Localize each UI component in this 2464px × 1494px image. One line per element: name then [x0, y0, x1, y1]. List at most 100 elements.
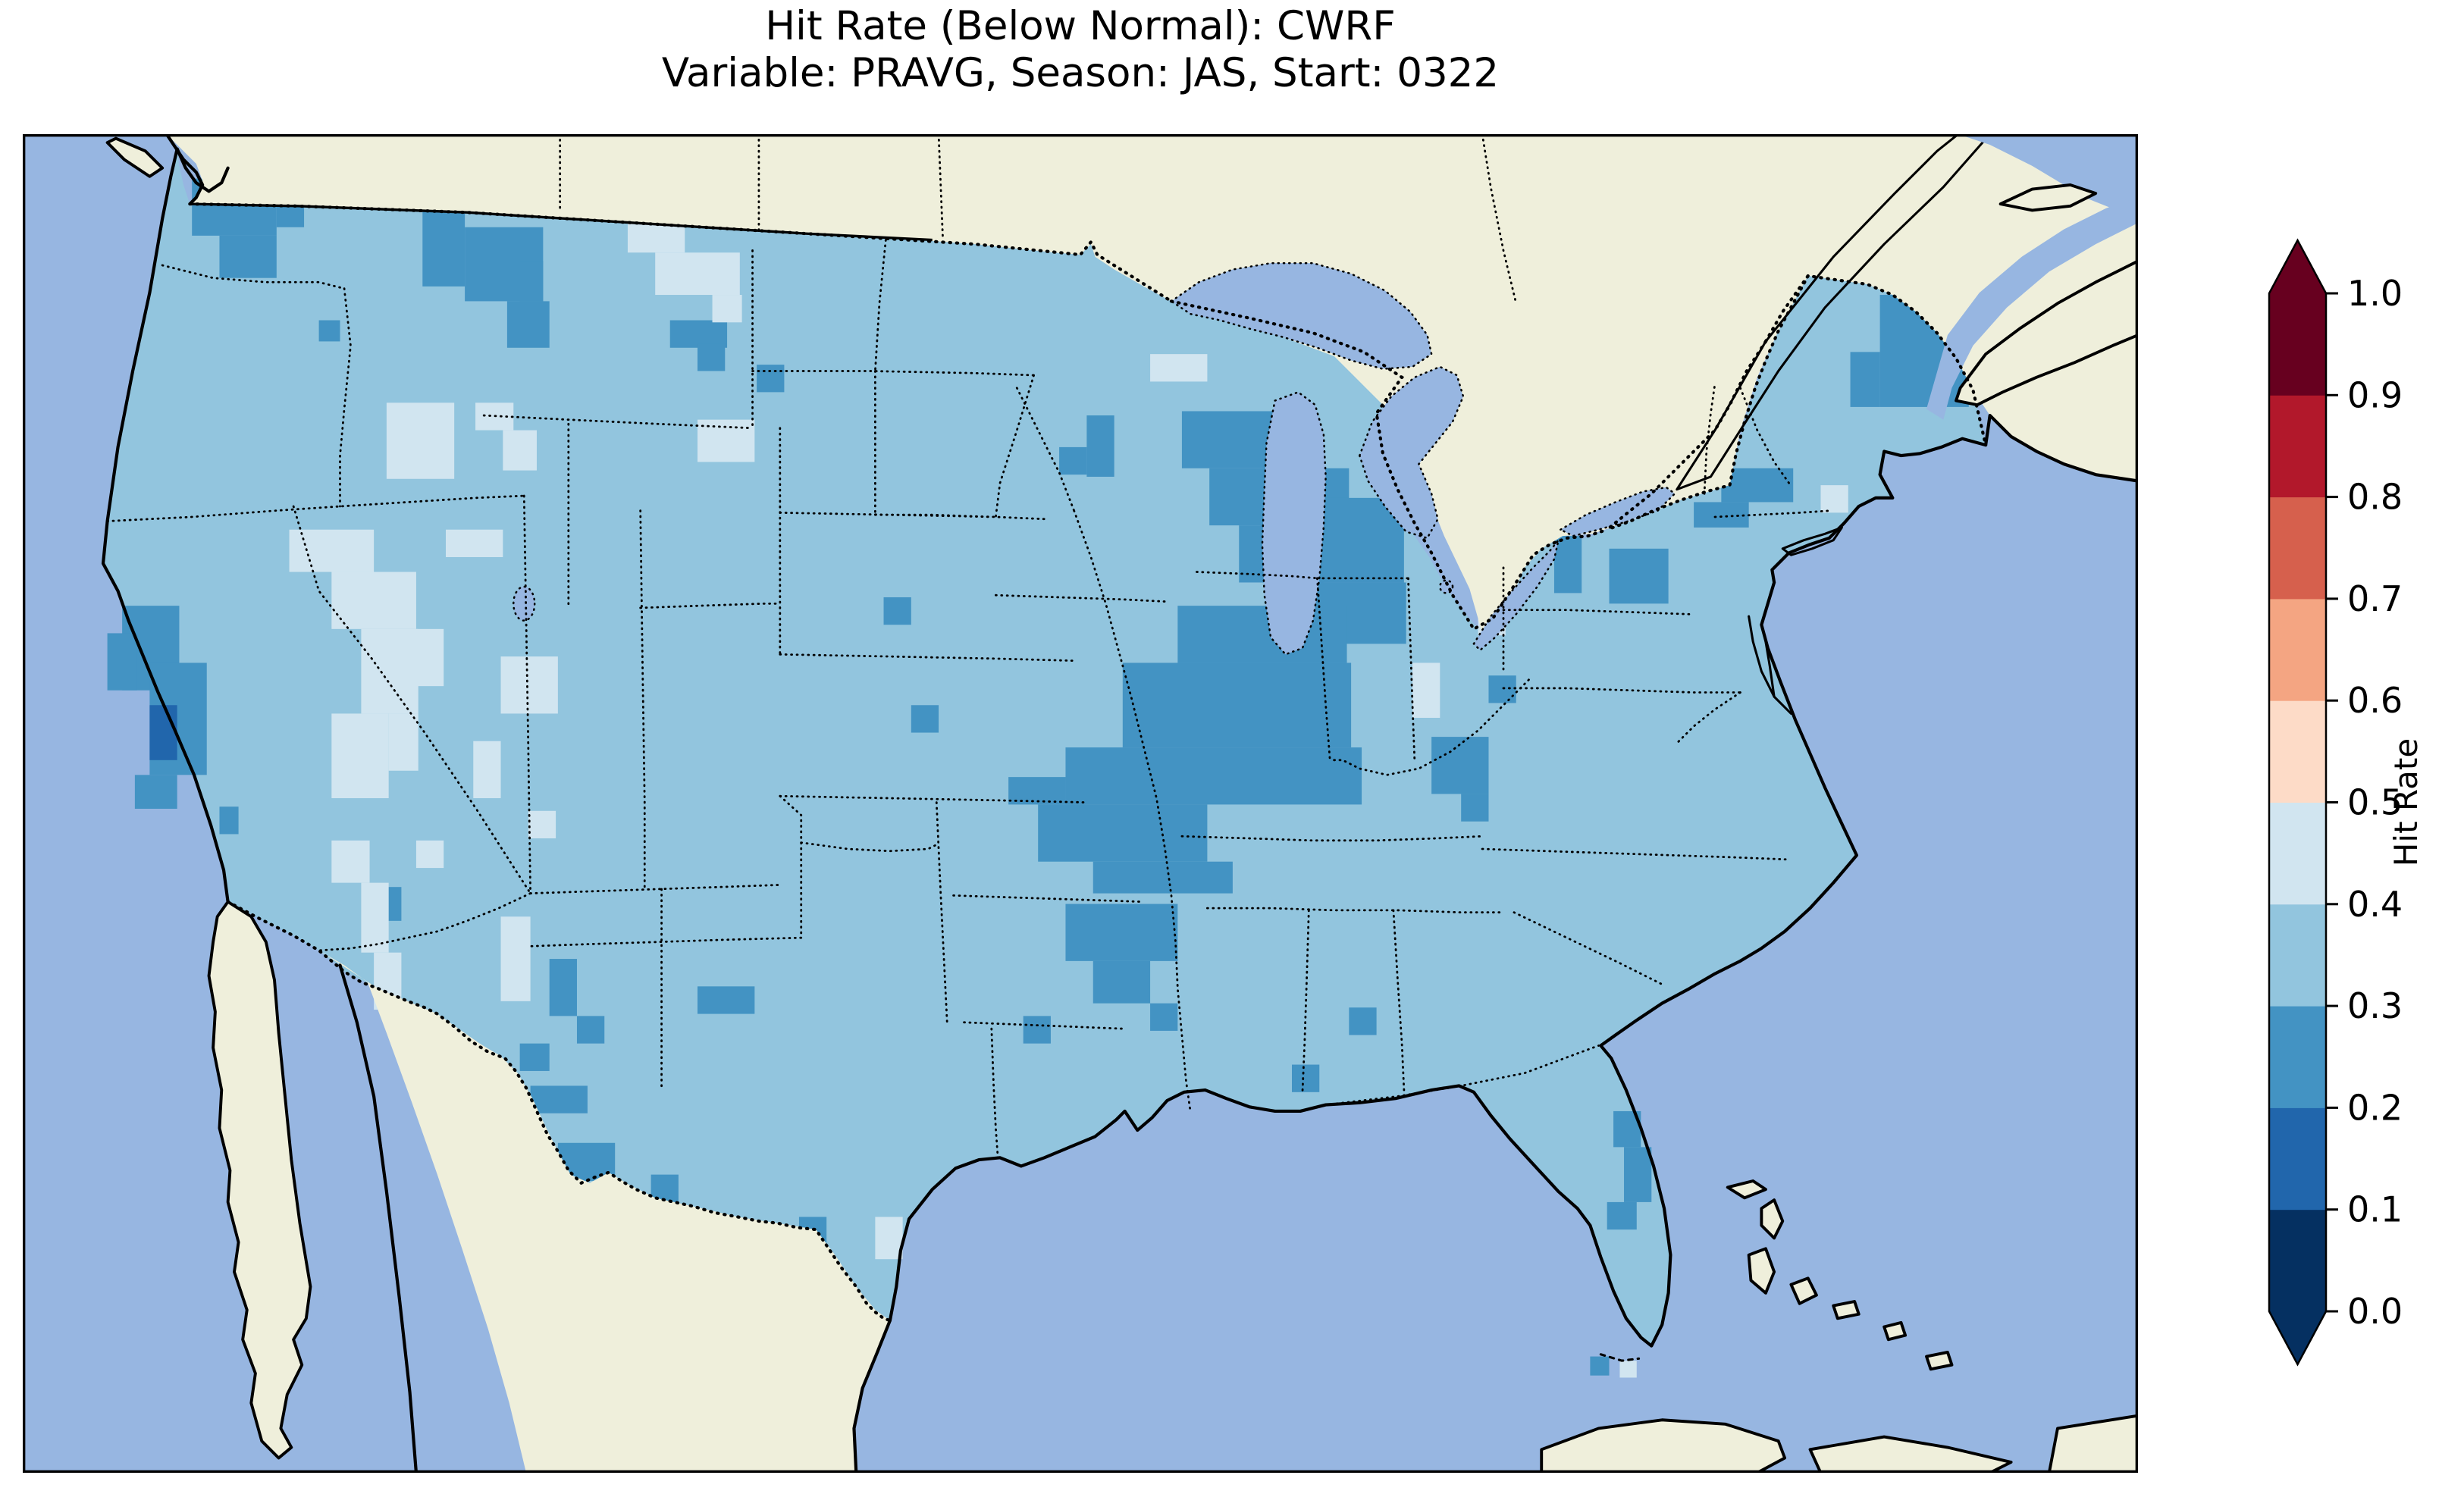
hit-rate-cell — [698, 343, 726, 371]
colorbar-tick-label: 0.7 — [2347, 578, 2403, 619]
hit-rate-cell — [331, 713, 389, 799]
hit-rate-cell — [576, 1016, 605, 1044]
chart-title: Hit Rate (Below Normal): CWRF Variable: … — [23, 3, 2138, 97]
prince-edward-island — [1998, 183, 2098, 212]
us-canada-border-lakes — [1169, 299, 1609, 631]
us-canada-border — [188, 202, 1174, 303]
title-line-1: Hit Rate (Below Normal): CWRF — [765, 3, 1396, 49]
hit-rate-cell — [1590, 1356, 1610, 1376]
hit-rate-cell — [503, 430, 537, 471]
hit-rate-cell — [1850, 352, 1880, 407]
chesapeake-bay-arm — [1764, 641, 1776, 698]
colorbar-segment — [2269, 1006, 2326, 1108]
mexico-gulf-coast — [852, 1319, 892, 1473]
hit-rate-cell — [388, 713, 419, 771]
hit-rate-cell — [1038, 804, 1208, 862]
hit-rate-cell — [1122, 662, 1352, 748]
hit-rate-cell — [519, 261, 544, 302]
hit-rate-cell — [1065, 747, 1362, 805]
colorbar-segment — [2269, 598, 2326, 701]
chesapeake-bay — [1748, 615, 1792, 715]
hit-rate-cell — [1349, 1007, 1377, 1035]
hit-rate-cell — [361, 628, 419, 714]
hit-rate-cell — [911, 705, 939, 733]
lake-michigan — [1261, 390, 1327, 656]
great-salt-lake — [513, 585, 536, 622]
hit-rate-cell — [107, 633, 137, 691]
hit-rate-cell — [149, 705, 177, 760]
hit-rate-cell — [1092, 960, 1151, 1004]
us-hit-rate-map — [23, 134, 2138, 1473]
mexico-landmass — [318, 950, 890, 1473]
hit-rate-cell — [698, 986, 755, 1014]
hit-rate-cell — [883, 597, 911, 625]
hit-rate-cell — [1292, 1064, 1320, 1092]
bahama-cay-2 — [1882, 1320, 1908, 1342]
caribbean-islands — [1540, 1179, 2138, 1473]
state-borders — [106, 134, 1832, 1159]
hit-rate-cell — [500, 656, 558, 714]
long-island — [1781, 526, 1843, 556]
map-frame — [23, 134, 2138, 1473]
colorbar-segment — [2269, 293, 2326, 396]
lake-huron — [1358, 365, 1465, 540]
colorbar-tick-label: 0.0 — [2347, 1291, 2403, 1332]
gulf-atlantic-coast — [888, 437, 1988, 1348]
colorbar-tick-label: 0.9 — [2347, 374, 2403, 415]
hit-rate-cell — [1431, 737, 1489, 794]
colorbar-axis-label: Hit Rate — [2387, 738, 2425, 866]
hit-rate-cell — [415, 628, 444, 687]
colorbar-tick-label: 0.1 — [2347, 1189, 2403, 1230]
hispaniola — [2047, 1414, 2138, 1473]
hit-rate-cell — [289, 529, 375, 572]
grand-bahama — [1726, 1179, 1767, 1200]
hit-rate-cell — [1820, 485, 1848, 513]
pacific-coast — [101, 147, 230, 904]
hit-rate-cell — [331, 572, 416, 629]
colorbar-segment — [2269, 496, 2326, 600]
colorbar-segment — [2269, 700, 2326, 803]
hit-rate-cell — [1721, 468, 1794, 503]
florida-keys — [1599, 1353, 1641, 1362]
bahama-cay-1 — [1832, 1300, 1861, 1320]
hit-rate-cell — [519, 1043, 550, 1071]
colorbar: 0.0 0.1 0.2 0.3 0.4 0.5 0.6 0.7 0.8 0.9 1.0 Hit Rat… — [2244, 227, 2464, 1380]
hit-rate-cell — [1086, 415, 1114, 477]
hit-rate-cell — [506, 301, 550, 348]
hit-rate-cell — [1008, 777, 1066, 805]
mexico-pacific-coast — [338, 963, 419, 1473]
colorbar-segment — [2269, 802, 2326, 905]
hit-rate-cell — [1059, 446, 1087, 475]
lake-ontario — [1558, 486, 1676, 537]
bay-of-fundy — [1926, 197, 2138, 420]
map-axes — [23, 134, 2138, 1473]
baja-california — [207, 900, 312, 1460]
hit-rate-cell — [1694, 502, 1749, 528]
colorbar-svg: 0.0 0.1 0.2 0.3 0.4 0.5 0.6 0.7 0.8 0.9 1.0 Hit Rat… — [2268, 238, 2425, 1367]
hit-rate-cell — [757, 365, 785, 393]
hit-rate-cell — [1609, 548, 1669, 604]
hit-rate-cell — [1412, 662, 1440, 719]
colorbar-tick-label: 0.2 — [2347, 1087, 2403, 1128]
hit-rate-cell — [1619, 1361, 1637, 1378]
lake-erie — [1472, 539, 1560, 652]
hit-rate-cell — [549, 959, 577, 1016]
hit-rate-cell — [1092, 861, 1233, 894]
canada-maritime-coast — [1984, 413, 2138, 483]
hit-rate-cell — [655, 252, 740, 296]
hit-rate-cell — [134, 775, 177, 809]
title-line-2: Variable: PRAVG, Season: JAS, Start: 032… — [661, 50, 1500, 96]
andros — [1747, 1247, 1776, 1295]
gulf-of-california — [246, 938, 416, 1473]
nova-scotia — [1955, 259, 2138, 407]
colorbar-tick-label: 0.5 — [2347, 782, 2403, 823]
colorbar-arrow-over — [2269, 240, 2326, 293]
maine-border-west — [1605, 274, 1810, 531]
hit-rate-cell — [1065, 904, 1178, 961]
hit-rate-cell — [386, 402, 455, 479]
cuba-east — [1808, 1435, 2013, 1473]
hit-rate-cell — [422, 210, 466, 287]
national-borders — [188, 202, 1988, 1323]
hit-rate-cell — [669, 320, 728, 348]
